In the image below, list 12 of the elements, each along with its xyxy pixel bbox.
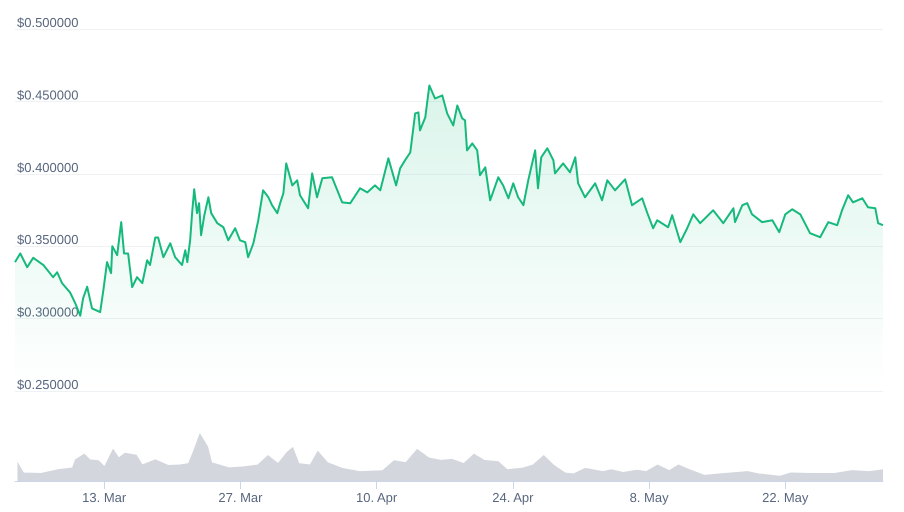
x-tick-label: 10. Apr: [356, 490, 398, 505]
y-tick-label: $0.300000: [17, 304, 78, 320]
y-tick-label: $0.350000: [17, 232, 78, 248]
x-tick-label: 27. Mar: [218, 490, 264, 505]
y-tick-label: $0.400000: [17, 160, 78, 175]
y-tick-label: $0.500000: [17, 15, 78, 30]
x-tick-label: 22. May: [762, 490, 809, 505]
x-tick-label: 13. Mar: [82, 490, 127, 505]
x-tick-label: 24. Apr: [492, 490, 534, 505]
x-tick-label: 8. May: [630, 490, 670, 505]
y-tick-label: $0.250000: [17, 377, 78, 392]
y-tick-label: $0.450000: [17, 87, 78, 102]
